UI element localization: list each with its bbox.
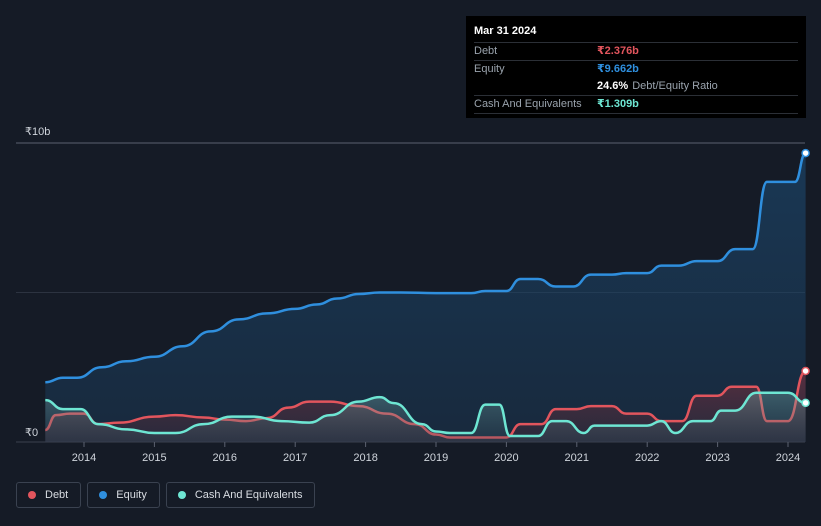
x-tick-label: 2024: [776, 452, 800, 464]
legend-equity-label: Equity: [116, 489, 147, 501]
tooltip-row-ratio: 24.6% Debt/Equity Ratio: [474, 78, 798, 95]
tooltip-cash-label: Cash And Equivalents: [474, 98, 582, 110]
y-tick-label-zero: ₹0: [25, 427, 38, 439]
cash-line: [45, 391, 806, 438]
tooltip-panel: Mar 31 2024 Debt ₹2.376b Equity ₹9.662b …: [466, 16, 806, 118]
x-tick-label: 2022: [635, 452, 659, 464]
tooltip-debt-value: ₹2.376b: [597, 45, 639, 57]
legend-equity-dot-icon: [99, 491, 108, 499]
equity-area: [45, 153, 806, 442]
tooltip-row-cash: Cash And Equivalents ₹1.309b: [474, 95, 798, 114]
tooltip-ratio-value: 24.6%: [597, 80, 629, 92]
legend-item-equity[interactable]: Equity: [87, 482, 160, 508]
y-tick-label-top: ₹10b: [25, 126, 50, 138]
tooltip-ratio-label: Debt/Equity Ratio: [632, 80, 718, 92]
x-tick-label: 2014: [72, 452, 96, 464]
x-tick-label: 2016: [213, 452, 237, 464]
chart-legend: Debt Equity Cash And Equivalents: [16, 482, 316, 508]
debt-end-point: [801, 366, 810, 376]
legend-cash-dot-icon: [177, 491, 186, 499]
x-tick-label: 2019: [424, 452, 448, 464]
tooltip-row-equity: Equity ₹9.662b: [474, 60, 798, 78]
x-tick-label: 2018: [353, 452, 377, 464]
tooltip-equity-label: Equity: [474, 63, 505, 75]
x-tick-label: 2021: [565, 452, 589, 464]
legend-item-debt[interactable]: Debt: [16, 482, 82, 508]
cash-end-point: [801, 398, 810, 408]
x-tick-label: 2020: [494, 452, 518, 464]
legend-debt-label: Debt: [45, 489, 69, 501]
tooltip-ratio-spacer: [474, 78, 597, 95]
tooltip-debt-label: Debt: [474, 45, 498, 57]
legend-debt-dot-icon: [28, 491, 36, 499]
equity-end-point: [801, 148, 810, 158]
tooltip-row-debt: Debt ₹2.376b: [474, 42, 798, 60]
legend-cash-label: Cash And Equivalents: [194, 489, 303, 501]
legend-item-cash[interactable]: Cash And Equivalents: [165, 482, 316, 508]
x-tick-label: 2015: [142, 452, 166, 464]
tooltip-equity-value: ₹9.662b: [597, 63, 639, 75]
tooltip-date: Mar 31 2024: [474, 25, 537, 37]
equity-line: [45, 151, 807, 384]
x-tick-label: 2017: [283, 452, 307, 464]
tooltip-cash-value: ₹1.309b: [597, 98, 639, 110]
x-tick-label: 2023: [705, 452, 729, 464]
cash-area: [45, 392, 806, 442]
